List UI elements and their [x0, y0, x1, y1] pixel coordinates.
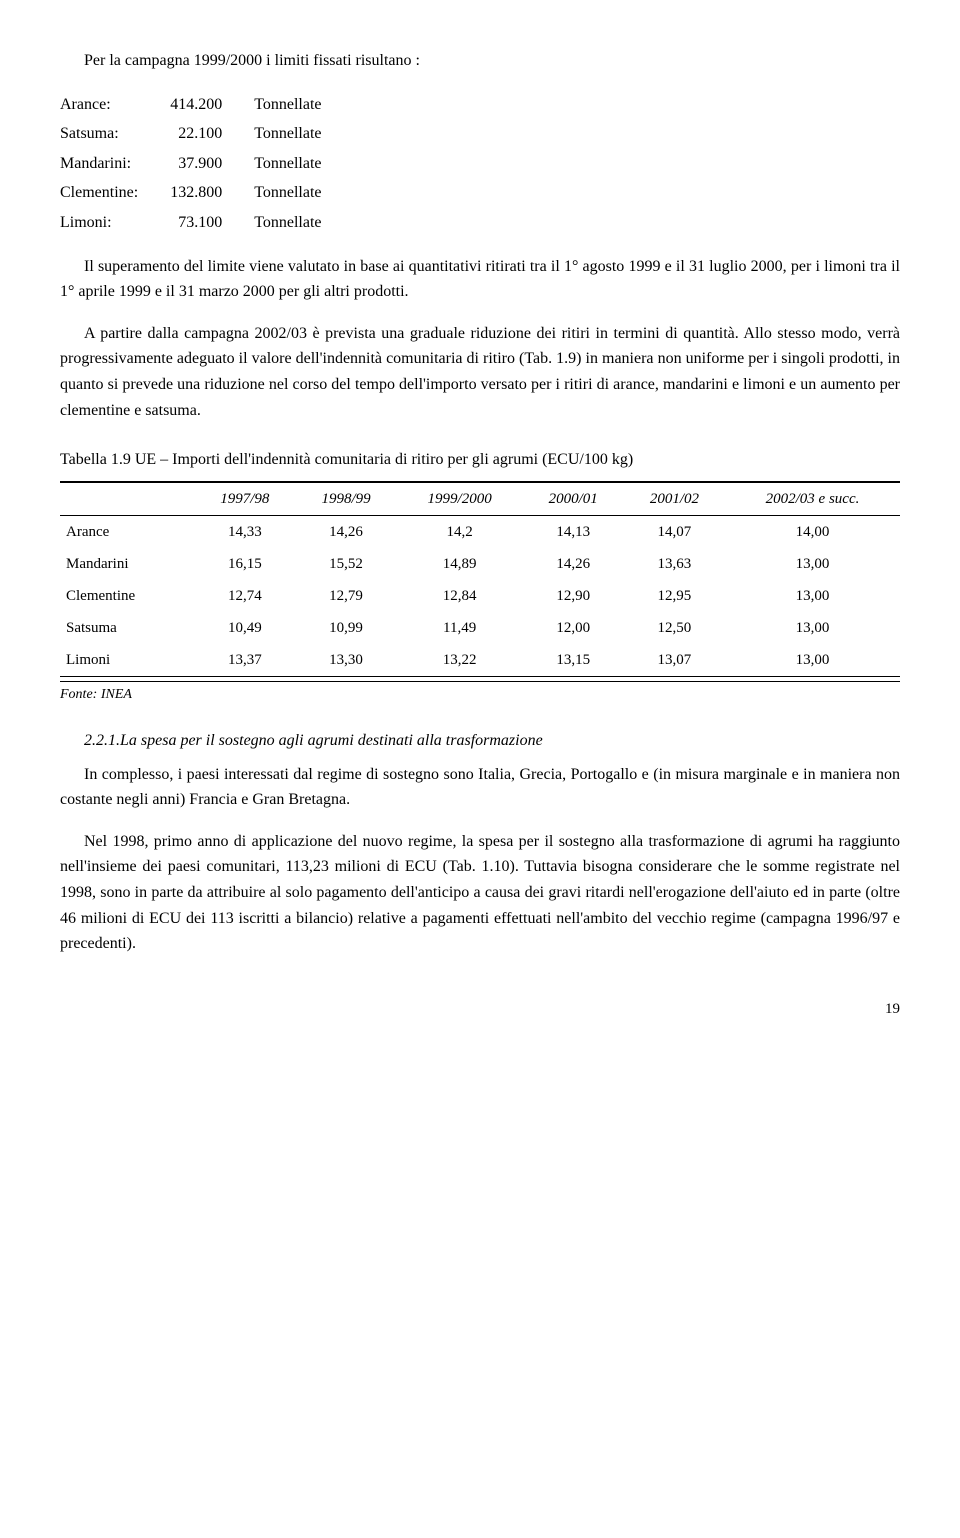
subsection-para-1: In complesso, i paesi interessati dal re… [60, 762, 900, 813]
body-para-2: A partire dalla campagna 2002/03 è previ… [60, 321, 900, 423]
table-1-9-cell: 13,00 [725, 612, 900, 644]
limits-value: 132.800 [170, 178, 254, 208]
body-para-1: Il superamento del limite viene valutato… [60, 254, 900, 305]
table-1-9-cell: 10,49 [194, 612, 295, 644]
table-1-9-cell: 12,50 [624, 612, 725, 644]
table-1-9-cell: 14,26 [523, 548, 624, 580]
limits-label: Satsuma: [60, 119, 170, 149]
table-1-9-cell: 12,00 [523, 612, 624, 644]
table-1-9-cell: 12,74 [194, 580, 295, 612]
subsection-para-2: Nel 1998, primo anno di applicazione del… [60, 829, 900, 957]
table-1-9-cell: 12,90 [523, 580, 624, 612]
table-1-9-cell: 14,00 [725, 515, 900, 548]
limits-unit: Tonnellate [254, 178, 353, 208]
limits-tbody: Arance:414.200TonnellateSatsuma:22.100To… [60, 90, 354, 238]
table-1-9-col-header: 1997/98 [194, 482, 295, 516]
table-1-9-cell: 13,30 [295, 644, 396, 677]
table-1-9-row-label: Mandarini [60, 548, 194, 580]
subsection-2-2-1-title: 2.2.1.La spesa per il sostegno agli agru… [60, 728, 900, 754]
table-1-9-row: Arance14,3314,2614,214,1314,0714,00 [60, 515, 900, 548]
table-1-9-row-label: Arance [60, 515, 194, 548]
table-1-9-row: Limoni13,3713,3013,2213,1513,0713,00 [60, 644, 900, 677]
table-1-9-row: Mandarini16,1515,5214,8914,2613,6313,00 [60, 548, 900, 580]
limits-unit: Tonnellate [254, 119, 353, 149]
table-1-9-col-header [60, 482, 194, 516]
table-1-9-cell: 13,37 [194, 644, 295, 677]
table-1-9-cell: 13,22 [397, 644, 523, 677]
table-1-9-cell: 13,00 [725, 580, 900, 612]
table-1-9-cell: 13,63 [624, 548, 725, 580]
limits-unit: Tonnellate [254, 90, 353, 120]
limits-label: Mandarini: [60, 149, 170, 179]
table-1-9-source: Fonte: INEA [60, 684, 900, 706]
table-1-9-cell: 13,00 [725, 644, 900, 677]
table-1-9-row: Satsuma10,4910,9911,4912,0012,5013,00 [60, 612, 900, 644]
table-1-9-cell: 11,49 [397, 612, 523, 644]
limits-value: 73.100 [170, 208, 254, 238]
table-1-9-cell: 14,26 [295, 515, 396, 548]
table-1-9-row: Clementine12,7412,7912,8412,9012,9513,00 [60, 580, 900, 612]
table-1-9-cell: 12,84 [397, 580, 523, 612]
table-1-9-row-label: Limoni [60, 644, 194, 677]
limits-value: 22.100 [170, 119, 254, 149]
limits-row: Clementine:132.800Tonnellate [60, 178, 354, 208]
limits-row: Satsuma:22.100Tonnellate [60, 119, 354, 149]
table-1-9-cell: 14,89 [397, 548, 523, 580]
limits-table: Arance:414.200TonnellateSatsuma:22.100To… [60, 90, 354, 238]
table-1-9-cell: 16,15 [194, 548, 295, 580]
table-1-9-col-header: 2000/01 [523, 482, 624, 516]
table-1-9-row-label: Clementine [60, 580, 194, 612]
table-1-9: 1997/981998/991999/20002000/012001/02200… [60, 481, 900, 677]
table-1-9-cell: 15,52 [295, 548, 396, 580]
limits-unit: Tonnellate [254, 208, 353, 238]
table-1-9-col-header: 2002/03 e succ. [725, 482, 900, 516]
table-1-9-col-header: 1999/2000 [397, 482, 523, 516]
limits-row: Arance:414.200Tonnellate [60, 90, 354, 120]
table-1-9-cell: 14,13 [523, 515, 624, 548]
limits-row: Limoni:73.100Tonnellate [60, 208, 354, 238]
table-1-9-cell: 12,79 [295, 580, 396, 612]
table-1-9-cell: 14,07 [624, 515, 725, 548]
table-1-9-cell: 10,99 [295, 612, 396, 644]
table-1-9-row-label: Satsuma [60, 612, 194, 644]
intro-line: Per la campagna 1999/2000 i limiti fissa… [60, 48, 900, 74]
table-1-9-cell: 13,07 [624, 644, 725, 677]
limits-label: Clementine: [60, 178, 170, 208]
table-1-9-col-header: 2001/02 [624, 482, 725, 516]
table-1-9-cell: 13,15 [523, 644, 624, 677]
limits-value: 37.900 [170, 149, 254, 179]
table-1-9-body: Arance14,3314,2614,214,1314,0714,00Manda… [60, 515, 900, 676]
limits-label: Arance: [60, 90, 170, 120]
table-1-9-header-row: 1997/981998/991999/20002000/012001/02200… [60, 482, 900, 516]
table-1-9-cell: 14,2 [397, 515, 523, 548]
table-1-9-caption: Tabella 1.9 UE – Importi dell'indennità … [60, 447, 900, 473]
table-1-9-cell: 12,95 [624, 580, 725, 612]
table-1-9-col-header: 1998/99 [295, 482, 396, 516]
limits-label: Limoni: [60, 208, 170, 238]
page-number: 19 [60, 997, 900, 1021]
limits-value: 414.200 [170, 90, 254, 120]
limits-row: Mandarini:37.900Tonnellate [60, 149, 354, 179]
table-1-9-cell: 14,33 [194, 515, 295, 548]
table-1-9-cell: 13,00 [725, 548, 900, 580]
limits-unit: Tonnellate [254, 149, 353, 179]
